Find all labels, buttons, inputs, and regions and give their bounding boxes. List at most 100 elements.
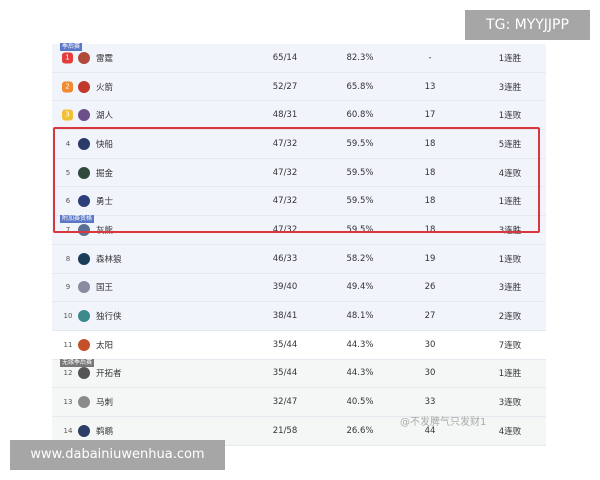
games-behind: 27 — [424, 311, 436, 322]
rank: 12 — [63, 369, 73, 378]
record: 52/27 — [272, 81, 298, 92]
streak: 3连胜 — [498, 283, 522, 294]
table-row: 13 马刺 32/47 40.5% 33 3连败 — [52, 388, 546, 417]
win-pct: 82.3% — [346, 52, 374, 63]
win-pct: 65.8% — [346, 81, 374, 92]
games-behind: - — [428, 52, 432, 63]
watermark: @不发脾气只发财1 — [400, 417, 487, 428]
table-row: 2 火箭 52/27 65.8% 13 3连胜 — [52, 72, 546, 102]
team-logo-icon — [78, 310, 90, 323]
team-logo-icon — [78, 252, 90, 265]
streak: 7连败 — [498, 340, 522, 351]
table-row: 无缘季后赛 12 开拓者 35/44 44.3% 30 1连胜 — [52, 358, 546, 389]
win-pct: 58.2% — [346, 253, 374, 264]
record: 35/44 — [272, 368, 298, 379]
win-pct: 48.1% — [346, 311, 374, 322]
record: 46/33 — [272, 253, 298, 264]
tag-playoffs: 季后赛 — [60, 43, 83, 51]
rank: 2 — [62, 81, 73, 93]
streak: 1连败 — [498, 254, 522, 265]
streak: 2连败 — [498, 312, 522, 323]
team-name: 太阳 — [96, 340, 114, 351]
rank: 5 — [65, 168, 71, 177]
win-pct: 59.5% — [346, 196, 374, 207]
team-logo-icon — [78, 80, 90, 93]
games-behind: 18 — [424, 196, 436, 207]
team-logo-icon — [78, 195, 90, 208]
team-name: 雷霆 — [96, 53, 114, 64]
team-logo-icon — [78, 367, 90, 380]
win-pct: 49.4% — [346, 282, 374, 293]
team-logo-icon — [78, 424, 90, 437]
record: 48/31 — [272, 110, 298, 121]
team-name: 灰熊 — [96, 225, 114, 236]
streak: 4连败 — [498, 168, 522, 179]
rank: 4 — [65, 139, 71, 148]
streak: 1连胜 — [498, 197, 522, 208]
games-behind: 33 — [424, 397, 436, 408]
team-logo-icon — [78, 109, 90, 122]
rank: 10 — [63, 312, 73, 321]
rank: 11 — [63, 340, 73, 349]
games-behind: 30 — [424, 339, 436, 350]
record: 65/14 — [272, 52, 298, 63]
table-row: 附加赛资格 7 灰熊 47/32 59.5% 18 3连胜 — [52, 215, 546, 245]
record: 38/41 — [272, 311, 298, 322]
team-logo-icon — [78, 338, 90, 351]
rank: 3 — [62, 109, 73, 121]
table-row: 5 掘金 47/32 59.5% 18 4连败 — [52, 158, 546, 188]
record: 39/40 — [272, 282, 298, 293]
win-pct: 26.6% — [346, 425, 374, 436]
team-name: 快船 — [96, 139, 114, 150]
streak: 3连败 — [498, 398, 522, 409]
rank: 6 — [65, 197, 71, 206]
team-logo-icon — [78, 396, 90, 409]
win-pct: 59.5% — [346, 167, 374, 178]
team-name: 掘金 — [96, 168, 114, 179]
team-name: 森林狼 — [96, 254, 122, 265]
team-name: 开拓者 — [96, 369, 122, 380]
win-pct: 59.5% — [346, 138, 374, 149]
win-pct: 60.8% — [346, 110, 374, 121]
streak: 3连胜 — [498, 82, 522, 93]
win-pct: 40.5% — [346, 397, 374, 408]
team-logo-icon — [78, 51, 90, 64]
streak: 1连胜 — [498, 53, 522, 64]
table-row: 9 国王 39/40 49.4% 26 3连胜 — [52, 273, 546, 303]
site-overlay: www.dabainiuwenhua.com — [10, 440, 225, 470]
table-row: 10 独行侠 38/41 48.1% 27 2连败 — [52, 302, 546, 331]
team-name: 独行侠 — [96, 312, 122, 323]
team-name: 湖人 — [96, 111, 114, 122]
table-row: 4 快船 47/32 59.5% 18 5连胜 — [52, 130, 546, 159]
standings-table: 季后赛 1 雷霆 65/14 82.3% - 1连胜 2 火箭 52/27 65.8% 13 3连胜 3 湖… — [52, 40, 546, 446]
team-logo-icon — [78, 137, 90, 150]
games-behind: 44 — [424, 425, 436, 436]
record: 32/47 — [272, 397, 298, 408]
record: 47/32 — [272, 167, 298, 178]
team-name: 勇士 — [96, 197, 114, 208]
rank: 14 — [63, 426, 73, 435]
record: 47/32 — [272, 196, 298, 207]
games-behind: 18 — [424, 167, 436, 178]
rank: 7 — [65, 225, 71, 234]
streak: 1连胜 — [498, 369, 522, 380]
record: 47/32 — [272, 138, 298, 149]
team-name: 国王 — [96, 283, 114, 294]
team-name: 火箭 — [96, 82, 114, 93]
streak: 3连胜 — [498, 225, 522, 236]
record: 35/44 — [272, 339, 298, 350]
rank: 8 — [65, 254, 71, 263]
win-pct: 59.5% — [346, 224, 374, 235]
tag-playin: 附加赛资格 — [60, 215, 95, 224]
streak: 1连败 — [498, 111, 522, 122]
team-name: 鹈鹕 — [96, 426, 114, 437]
table-row: 6 勇士 47/32 59.5% 18 1连胜 — [52, 187, 546, 217]
games-behind: 19 — [424, 253, 436, 264]
record: 47/32 — [272, 224, 298, 235]
streak: 4连败 — [498, 426, 522, 437]
team-name: 马刺 — [96, 398, 114, 409]
rank: 13 — [63, 398, 73, 407]
tag-out: 无缘季后赛 — [60, 358, 95, 367]
highlight-box — [53, 127, 540, 233]
tg-overlay: TG: MYYJJPP — [465, 10, 590, 40]
